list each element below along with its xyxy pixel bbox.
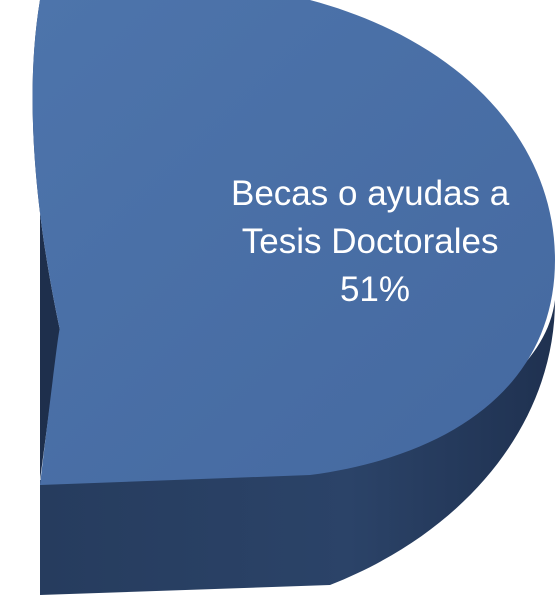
slice-label-line-1: Becas o ayudas a [231,174,510,213]
slice-label-line-2: Tesis Doctorales [242,222,499,261]
slice-percent-label: 51% [340,270,410,309]
